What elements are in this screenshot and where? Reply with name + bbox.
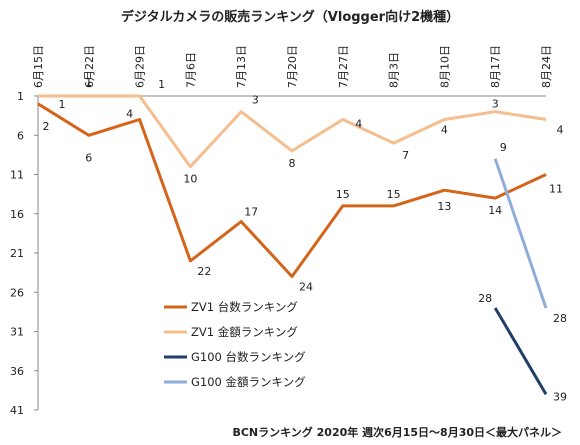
data-label: 14 <box>488 204 502 217</box>
x-tick-label: 8月24日 <box>540 45 553 88</box>
data-label: 24 <box>299 281 313 294</box>
y-tick-label: 36 <box>10 365 24 378</box>
data-label: 3 <box>252 94 259 107</box>
data-label: 3 <box>492 98 499 111</box>
data-label: 7 <box>402 149 409 162</box>
y-tick-label: 26 <box>10 286 24 299</box>
legend-label-0: ZV1 台数ランキング <box>191 300 298 314</box>
x-tick-label: 6月15日 <box>32 45 45 88</box>
x-tick-label: 7月6日 <box>184 52 197 88</box>
data-label: 13 <box>437 200 451 213</box>
legend: ZV1 台数ランキング ZV1 金額ランキング G100 台数ランキング G100 金… <box>164 300 306 389</box>
data-label: 2 <box>43 120 50 133</box>
x-tick-label: 7月13日 <box>235 45 248 88</box>
data-label: 15 <box>387 188 401 201</box>
chart-footer: BCNランキング 2020年 週次6月15日～8月30日＜最大パネル＞ <box>232 425 562 439</box>
series-lines <box>37 94 548 396</box>
y-tick-label: 41 <box>10 404 24 417</box>
legend-label-2: G100 台数ランキング <box>191 350 306 364</box>
y-tick-label: 11 <box>10 169 24 182</box>
data-label: 1 <box>158 78 165 91</box>
data-label: 4 <box>557 124 564 137</box>
y-tick-label: 31 <box>10 326 24 339</box>
y-tick-label: 21 <box>10 247 24 260</box>
data-label: 11 <box>549 183 563 196</box>
data-label: 28 <box>553 312 567 325</box>
data-label: 17 <box>244 206 258 219</box>
data-label: 1 <box>85 76 92 89</box>
legend-label-1: ZV1 金額ランキング <box>191 325 298 339</box>
data-label: 1 <box>59 98 66 111</box>
y-tick-label: 6 <box>17 129 24 142</box>
data-label: 22 <box>197 265 211 278</box>
x-tick-label: 6月22日 <box>83 45 96 88</box>
x-axis-labels: 6月15日 6月22日 6月29日 7月6日 7月13日 7月20日 7月27日 8月3日 8月… <box>32 45 553 97</box>
series-line-0 <box>37 102 547 278</box>
x-tick-label: 7月20日 <box>286 45 299 88</box>
x-tick-label: 8月17日 <box>489 45 502 88</box>
x-tick-label: 7月27日 <box>337 45 350 88</box>
data-label: 28 <box>478 292 492 305</box>
y-tick-label: 1 <box>17 90 24 103</box>
data-label: 15 <box>336 188 350 201</box>
data-label: 8 <box>289 157 296 170</box>
series-line-2 <box>493 307 548 396</box>
chart-title: デジタルカメラの販売ランキング（Vlogger向け2機種） <box>121 9 459 25</box>
data-label: 4 <box>126 108 133 121</box>
data-label: 6 <box>85 151 92 164</box>
legend-label-3: G100 金額ランキング <box>191 375 306 389</box>
data-label: 4 <box>355 118 362 131</box>
data-label: 10 <box>183 173 197 186</box>
series-line-3 <box>493 158 548 309</box>
data-label: 4 <box>441 124 448 137</box>
data-label: 9 <box>500 141 507 154</box>
series-line-1 <box>38 94 547 169</box>
data-label: 39 <box>553 390 567 403</box>
y-tick-label: 16 <box>10 208 24 221</box>
x-tick-label: 6月29日 <box>134 45 147 88</box>
x-tick-label: 8月10日 <box>438 45 451 88</box>
x-tick-label: 8月3日 <box>388 52 401 88</box>
